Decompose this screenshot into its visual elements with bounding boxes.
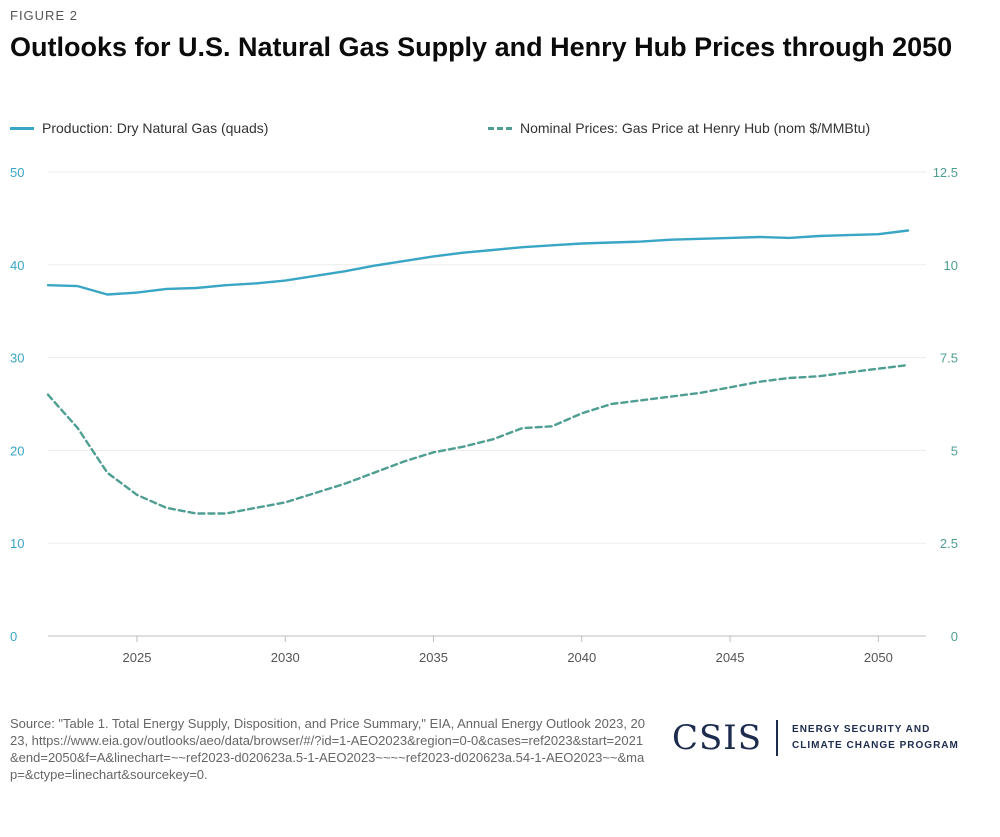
legend-label-price: Nominal Prices: Gas Price at Henry Hub (… [520,120,871,136]
y-left-tick-label: 0 [10,629,17,644]
legend-swatch-solid [10,126,34,130]
y-right-tick-label: 2.5 [940,536,958,551]
x-tick-label: 2025 [123,650,152,665]
y-left-tick-label: 20 [10,443,24,458]
chart-title: Outlooks for U.S. Natural Gas Supply and… [10,32,953,62]
legend-label-production: Production: Dry Natural Gas (quads) [42,120,269,136]
legend-swatch-dashed [488,126,512,130]
x-tick-label: 2040 [567,650,596,665]
logo-program-line1: ENERGY SECURITY AND [792,724,931,735]
x-tick-label: 2050 [864,650,893,665]
series-line-price [46,363,910,515]
y-left-tick-label: 10 [10,536,24,551]
series-line-production [46,229,910,296]
y-right-tick-label: 10 [944,258,958,273]
y-right-tick-label: 7.5 [940,351,958,366]
legend-item-production: Production: Dry Natural Gas (quads) [10,120,268,136]
y-left-tick-label: 50 [10,165,24,180]
y-left-tick-label: 40 [10,258,24,273]
x-tick-label: 2045 [716,650,745,665]
logo-wordmark: CSIS [672,718,763,758]
y-right-tick-label: 5 [951,443,958,458]
y-right-tick-label: 0 [951,629,958,644]
x-tick-label: 2035 [419,650,448,665]
y-left-tick-label: 30 [10,351,24,366]
x-tick-label: 2030 [271,650,300,665]
logo-program: ENERGY SECURITY AND CLIMATE CHANGE PROGR… [792,722,959,754]
y-right-tick-label: 12.5 [933,165,958,180]
logo-divider [776,720,779,756]
source-note: Source: "Table 1. Total Energy Supply, D… [10,716,646,782]
legend-item-price: Nominal Prices: Gas Price at Henry Hub (… [488,120,870,136]
logo-program-line2: CLIMATE CHANGE PROGRAM [792,740,959,751]
csis-logo: CSIS ENERGY SECURITY AND CLIMATE CHANGE … [672,718,959,758]
figure-label: FIGURE 2 [10,8,78,23]
